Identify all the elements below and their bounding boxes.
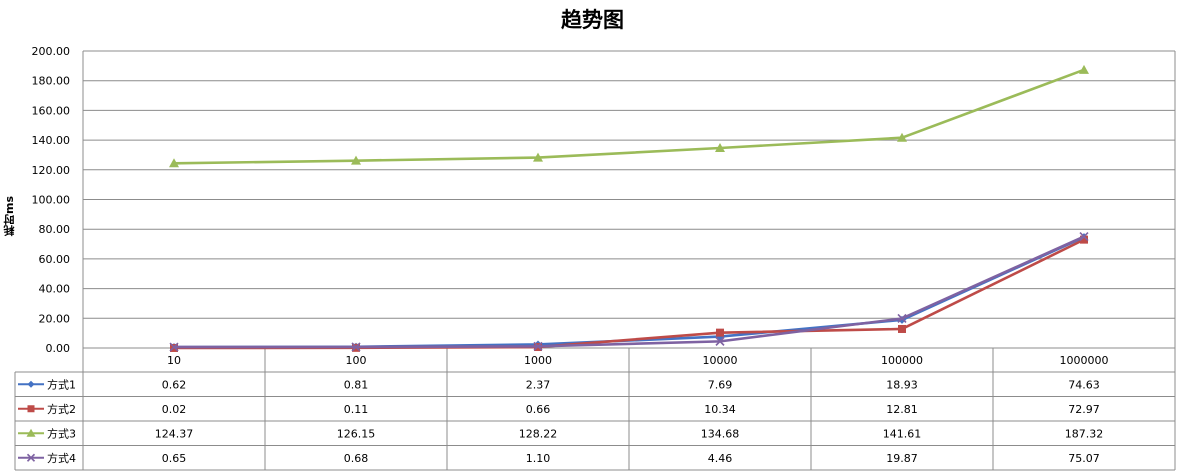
y-tick-label: 0.00 (46, 342, 71, 355)
data-point (169, 158, 179, 168)
table-value: 124.37 (155, 427, 194, 440)
series-line (173, 68, 1085, 165)
y-tick-label: 180.00 (32, 75, 71, 88)
data-point (1079, 231, 1089, 242)
series-3 (169, 64, 1089, 168)
series-line (173, 235, 1085, 349)
x-tick-label: 1000 (524, 354, 552, 367)
table-value: 19.87 (886, 452, 918, 465)
data-point (533, 341, 543, 351)
y-tick-label: 40.00 (39, 283, 71, 296)
data-point (1079, 64, 1089, 74)
legend-label: 方式1 (47, 377, 76, 391)
series-line (173, 238, 1085, 350)
table-value: 0.81 (344, 378, 369, 391)
table-value: 0.11 (344, 403, 369, 416)
y-tick-labels: 0.00 20.00 40.00 60.00 80.00 100.00 120.00 140.… (32, 45, 71, 355)
y-tick-label: 80.00 (39, 223, 71, 236)
series-line (173, 235, 1085, 349)
table-value: 7.69 (708, 378, 733, 391)
table-value: 0.02 (162, 403, 187, 416)
chart-title: 趋势图 (561, 8, 624, 32)
table-value: 12.81 (886, 403, 918, 416)
table-value: 187.32 (1065, 427, 1104, 440)
table-value: 134.68 (701, 427, 740, 440)
legend-label: 方式4 (47, 451, 76, 465)
table-value: 141.61 (883, 427, 922, 440)
data-point (533, 152, 543, 162)
table-value: 74.63 (1068, 378, 1100, 391)
y-tick-label: 160.00 (32, 104, 71, 117)
data-point (169, 342, 179, 352)
data-point (897, 313, 907, 324)
y-tick-label: 100.00 (32, 194, 71, 207)
y-tick-label: 120.00 (32, 164, 71, 177)
gridlines (83, 50, 1175, 349)
table-value: 0.68 (344, 452, 369, 465)
legend-label: 方式2 (47, 402, 76, 416)
table-value: 0.65 (162, 452, 187, 465)
data-point (351, 155, 361, 165)
table-value: 18.93 (886, 378, 918, 391)
table-value: 0.62 (162, 378, 187, 391)
data-point (898, 324, 906, 333)
y-tick-label: 200.00 (32, 45, 71, 58)
x-tick-label: 10000 (703, 354, 738, 367)
data-table: 10 100 1000 10000 100000 1000000 方式1 0.62 0.81 2.… (14, 51, 1176, 471)
data-point (715, 336, 725, 346)
data-point (1080, 235, 1088, 244)
series-4 (169, 231, 1089, 352)
x-tick-label: 1000000 (1060, 354, 1109, 367)
data-point (716, 328, 724, 337)
table-value: 2.37 (526, 378, 551, 391)
legend-key (18, 380, 44, 388)
table-value: 4.46 (708, 452, 733, 465)
table-value: 72.97 (1068, 403, 1100, 416)
table-value: 10.34 (704, 403, 736, 416)
x-tick-label: 10 (167, 354, 181, 367)
legend-key (18, 428, 44, 437)
legend-key (18, 405, 44, 413)
legend-key (18, 453, 44, 462)
series-lines (169, 64, 1089, 352)
x-tick-label: 100 (346, 354, 367, 367)
series-2 (170, 235, 1088, 352)
table-value: 75.07 (1068, 452, 1100, 465)
y-tick-label: 140.00 (32, 134, 71, 147)
table-value: 1.10 (526, 452, 551, 465)
table-value: 126.15 (337, 427, 376, 440)
data-point (351, 342, 361, 352)
table-value: 0.66 (526, 403, 551, 416)
table-value: 128.22 (519, 427, 558, 440)
x-tick-label: 100000 (881, 354, 923, 367)
data-point (715, 143, 725, 153)
y-tick-label: 60.00 (39, 253, 71, 266)
y-tick-label: 20.00 (39, 312, 71, 325)
series-1 (170, 233, 1088, 352)
legend-label: 方式3 (47, 426, 76, 440)
data-point (897, 132, 907, 142)
